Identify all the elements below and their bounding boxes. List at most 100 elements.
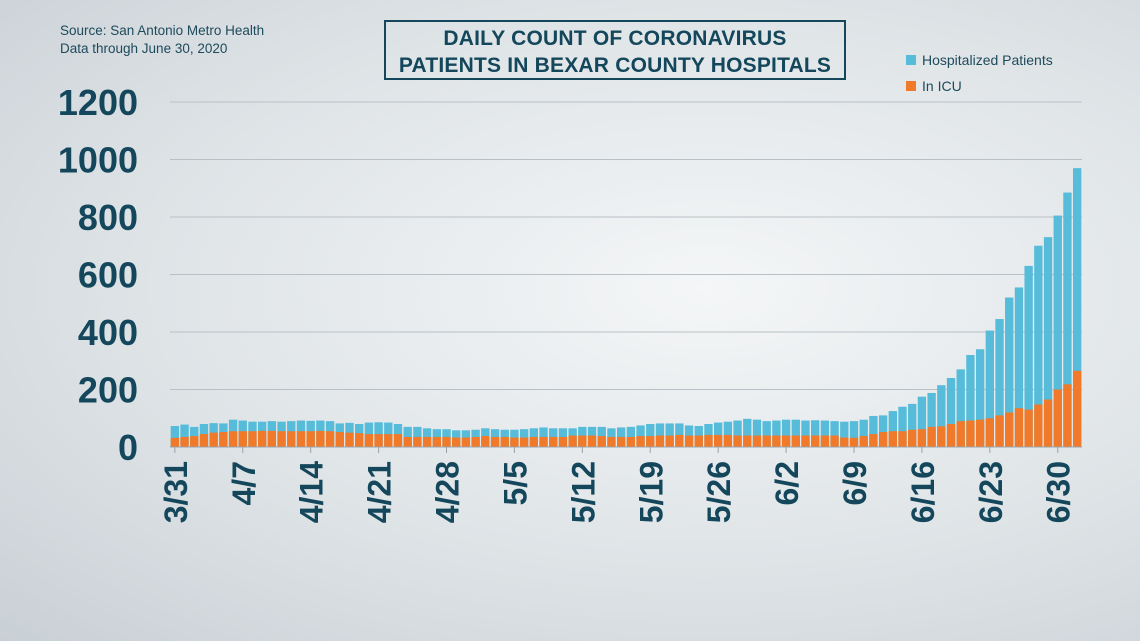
bar-icu xyxy=(1063,384,1072,447)
bar-icu xyxy=(723,434,733,447)
bar-icu xyxy=(908,429,917,447)
bar-hospitalized xyxy=(927,392,936,447)
legend-label-icu: In ICU xyxy=(922,78,962,94)
bar-hospitalized xyxy=(995,319,1004,447)
bar-icu xyxy=(461,437,471,447)
legend-item-hospitalized: Hospitalized Patients xyxy=(906,47,1053,73)
bar-icu xyxy=(820,435,830,447)
bar-icu xyxy=(859,436,868,447)
bar-hospitalized xyxy=(908,403,917,448)
chart-title-line-1: DAILY COUNT OF CORONAVIRUS xyxy=(443,27,787,50)
x-tick-label: 3/31 xyxy=(158,461,194,523)
bar-hospitalized xyxy=(840,421,849,447)
bar-icu xyxy=(413,436,422,447)
bar-icu xyxy=(355,433,364,447)
bar-hospitalized xyxy=(1005,297,1014,447)
bar-hospitalized xyxy=(975,349,985,447)
bar-icu xyxy=(258,430,267,447)
bar-icu xyxy=(248,431,257,447)
bar-icu xyxy=(733,435,742,447)
bar-icu xyxy=(306,431,315,447)
bar-icu xyxy=(840,437,849,447)
bar-icu xyxy=(626,436,636,447)
legend-label-hospitalized: Hospitalized Patients xyxy=(922,52,1053,68)
bar-hospitalized xyxy=(1053,215,1062,447)
source-note: Source: San Antonio Metro Health Data th… xyxy=(60,22,264,58)
bar-icu xyxy=(345,432,354,448)
bar-hospitalized xyxy=(878,415,888,448)
bar-hospitalized xyxy=(752,419,762,447)
bar-hospitalized xyxy=(646,424,655,447)
bar-hospitalized xyxy=(888,411,897,447)
y-tick-label: 1000 xyxy=(58,140,138,181)
bar-icu xyxy=(587,435,597,447)
bar-icu xyxy=(772,435,781,447)
bar-icu xyxy=(811,435,820,447)
bar-icu xyxy=(597,436,606,447)
x-tick-label: 5/26 xyxy=(701,461,737,523)
bar-icu xyxy=(607,436,616,447)
chart-title: DAILY COUNT OF CORONAVIRUS PATIENTS IN B… xyxy=(384,20,846,80)
bar-icu xyxy=(1034,404,1043,447)
bar-icu xyxy=(655,435,665,447)
bar-icu xyxy=(995,415,1004,448)
source-line: Source: San Antonio Metro Health xyxy=(60,23,265,38)
bar-icu xyxy=(199,434,209,447)
bar-icu xyxy=(985,418,994,447)
bar-icu xyxy=(452,437,461,447)
bar-icu xyxy=(170,437,180,447)
bar-icu xyxy=(616,436,626,447)
bar-icu xyxy=(519,437,529,447)
x-tick-label: 5/5 xyxy=(497,461,533,505)
bar-icu xyxy=(287,431,296,447)
bar-icu xyxy=(791,435,800,447)
bar-icu xyxy=(364,434,374,447)
x-tick-label: 6/9 xyxy=(837,461,873,505)
bar-hospitalized xyxy=(985,330,994,447)
bar-hospitalized xyxy=(966,355,975,447)
bar-hospitalized xyxy=(869,415,878,447)
x-tick-label: 5/19 xyxy=(633,461,669,523)
bar-icu xyxy=(878,432,888,447)
legend-swatch-hospitalized xyxy=(906,55,916,65)
bar-hospitalized xyxy=(791,419,800,447)
x-tick-label: 4/7 xyxy=(226,461,262,505)
bar-icu xyxy=(529,436,538,447)
bar-icu xyxy=(830,435,839,447)
bar-icu xyxy=(510,437,519,447)
bar-icu xyxy=(1024,409,1033,448)
bar-hospitalized xyxy=(743,418,752,447)
x-tick-label: 4/21 xyxy=(362,461,398,523)
bar-icu xyxy=(578,435,587,447)
bar-icu xyxy=(646,436,655,447)
bar-icu xyxy=(432,436,441,447)
bar-icu xyxy=(675,434,684,447)
bar-hospitalized xyxy=(956,369,965,448)
bar-icu xyxy=(228,431,238,447)
bar-hospitalized xyxy=(1014,287,1024,447)
bar-hospitalized xyxy=(1043,237,1053,447)
bar-hospitalized xyxy=(781,419,791,447)
bar-icu xyxy=(442,436,451,447)
bar-hospitalized xyxy=(723,421,733,447)
bar-hospitalized xyxy=(1034,245,1043,447)
bar-hospitalized xyxy=(665,423,674,447)
bar-icu xyxy=(781,435,791,447)
bar-icu xyxy=(946,424,956,447)
bar-icu xyxy=(316,430,325,447)
bar-icu xyxy=(500,436,509,447)
bar-icu xyxy=(684,435,694,447)
bar-hospitalized xyxy=(811,420,820,447)
legend-item-icu: In ICU xyxy=(906,73,1053,99)
bar-icu xyxy=(219,432,228,447)
bar-icu xyxy=(190,436,199,447)
bar-hospitalized xyxy=(714,422,723,447)
x-tick-label: 6/16 xyxy=(905,461,941,523)
bar-icu xyxy=(374,434,383,447)
y-tick-label: 800 xyxy=(78,197,138,238)
bar-icu xyxy=(704,434,713,447)
bar-icu xyxy=(801,435,810,447)
bar-icu xyxy=(966,420,975,447)
bar-icu xyxy=(568,435,577,447)
bar-icu xyxy=(539,436,548,447)
